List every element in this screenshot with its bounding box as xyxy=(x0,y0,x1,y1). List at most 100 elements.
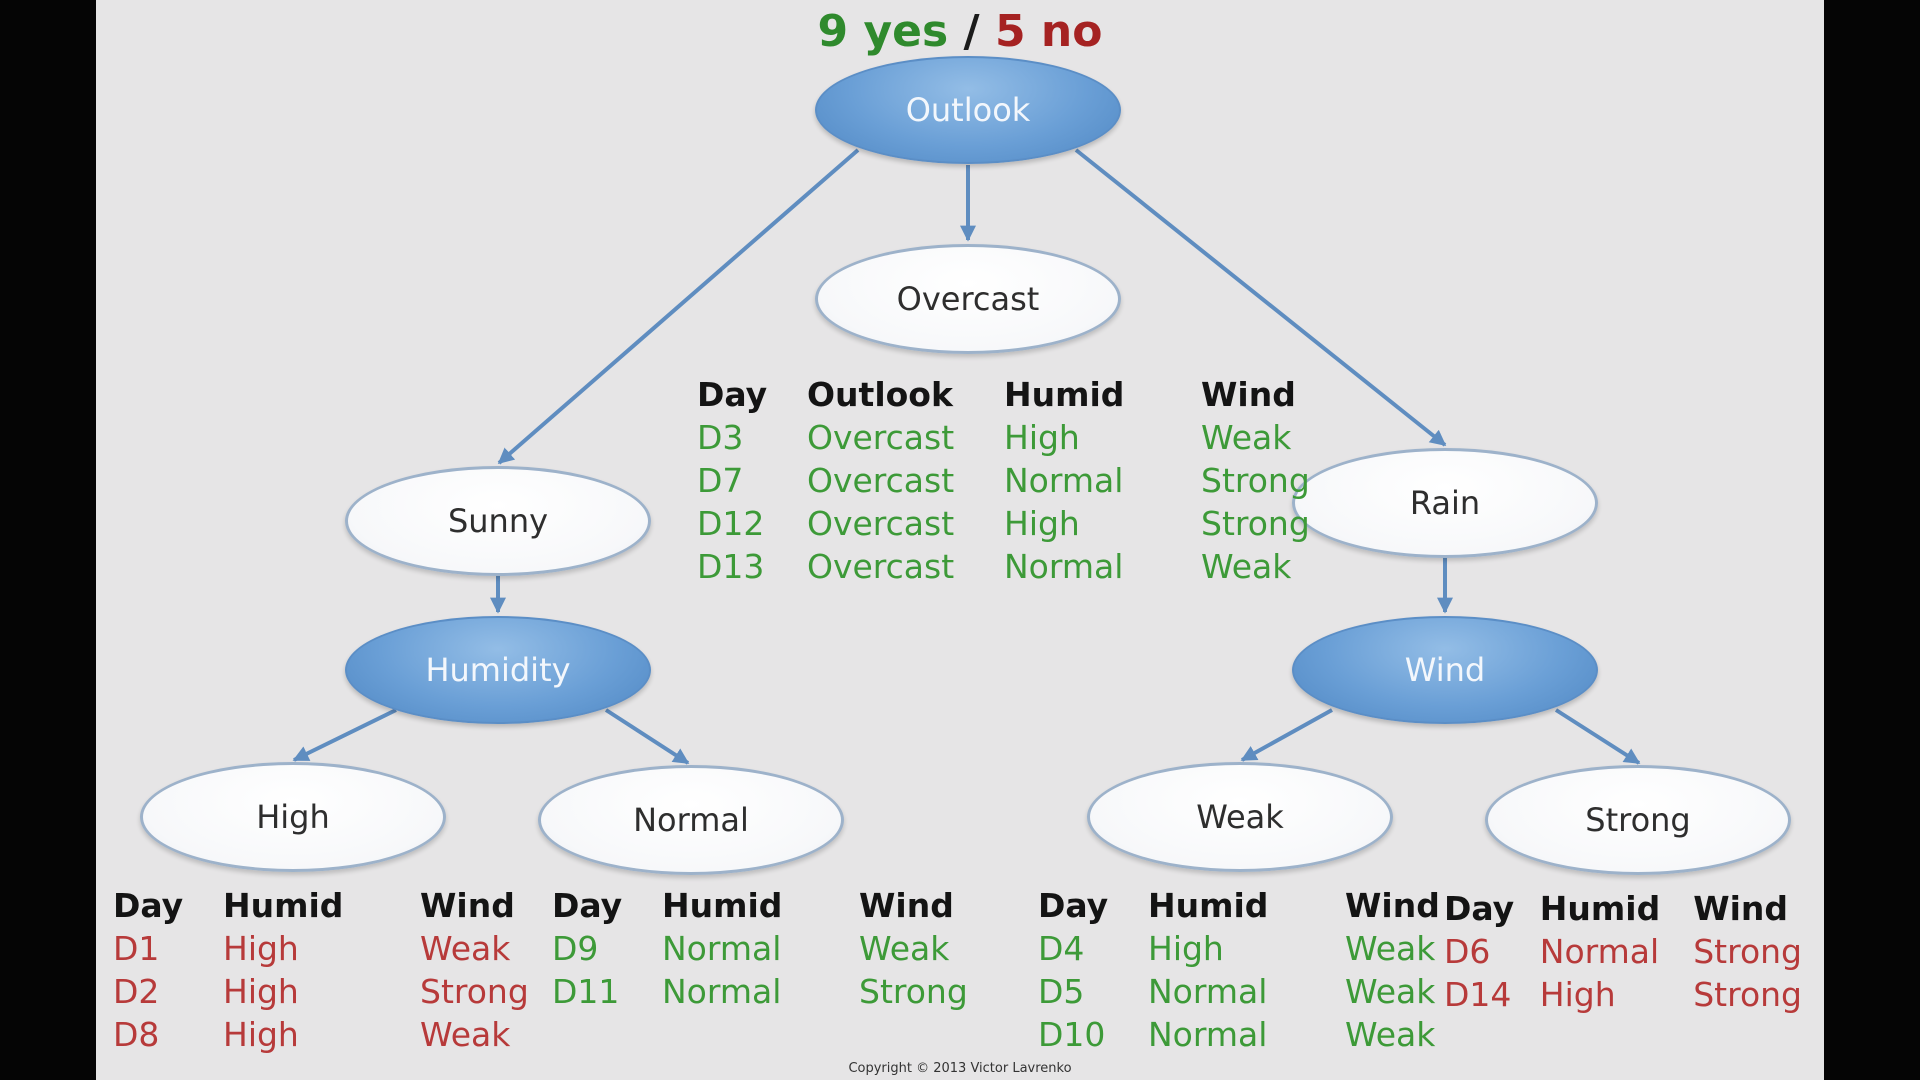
table-header-row: Day Humid Wind xyxy=(552,884,990,927)
table-cell: Strong xyxy=(1201,504,1310,543)
overcast-examples-table: Day Outlook Humid Wind D3 Overcast High Weak D7 O… xyxy=(697,373,1332,588)
table-cell: Weak xyxy=(420,929,511,968)
copyright-notice: Copyright © 2013 Victor Lavrenko xyxy=(848,1061,1072,1076)
table-cell: D14 xyxy=(1444,975,1512,1014)
table-row: D13 Overcast Normal Weak xyxy=(697,545,1332,588)
table-row: D5 Normal Weak xyxy=(1038,970,1462,1013)
node-humidity: Humidity xyxy=(345,616,651,724)
edge-humidity-high xyxy=(292,708,397,762)
table-cell: Weak xyxy=(1345,929,1436,968)
table-header-row: Day Humid Wind xyxy=(1444,887,1824,930)
node-wind: Wind xyxy=(1292,616,1598,724)
table-cell: Strong xyxy=(1693,975,1802,1014)
edge-wind-weak xyxy=(1240,708,1333,762)
table-cell: Normal xyxy=(1148,972,1268,1011)
table-cell: Normal xyxy=(662,929,782,968)
table-row: D11 Normal Strong xyxy=(552,970,990,1013)
column-header: Day xyxy=(113,886,184,925)
table-row: D12 Overcast High Strong xyxy=(697,502,1332,545)
column-header: Humid xyxy=(1148,886,1269,925)
node-humidity-label: Humidity xyxy=(425,651,571,689)
node-overcast-label: Overcast xyxy=(896,280,1040,318)
node-normal: Normal xyxy=(538,765,844,875)
table-cell: D5 xyxy=(1038,972,1085,1011)
table-cell: Strong xyxy=(859,972,968,1011)
node-rain-label: Rain xyxy=(1409,484,1481,522)
table-cell: D7 xyxy=(697,461,744,500)
table-cell: Normal xyxy=(1539,932,1660,971)
table-cell: D4 xyxy=(1038,929,1085,968)
table-cell: High xyxy=(223,972,299,1011)
edge-outlook-rain xyxy=(1074,148,1447,447)
table-cell: Normal xyxy=(662,972,782,1011)
table-row: D6 Normal Strong xyxy=(1444,930,1824,973)
class-count-title: 9 yes / 5 no xyxy=(96,6,1824,57)
table-cell: D2 xyxy=(113,972,160,1011)
table-cell: High xyxy=(223,1015,299,1054)
table-row: D9 Normal Weak xyxy=(552,927,990,970)
column-header: Wind xyxy=(859,886,954,925)
node-sunny: Sunny xyxy=(345,466,651,576)
column-header: Wind xyxy=(1201,375,1296,414)
table-cell: Normal xyxy=(1148,1015,1268,1054)
column-header: Humid xyxy=(1004,375,1125,414)
table-cell: D10 xyxy=(1038,1015,1106,1054)
tree-edges xyxy=(292,148,1641,765)
slide: 9 yes / 5 no Outlook Overcast Sunny Rain… xyxy=(96,0,1824,1080)
title-separator: / xyxy=(963,6,980,57)
table-cell: Strong xyxy=(1201,461,1310,500)
column-header: Humid xyxy=(223,886,344,925)
node-strong: Strong xyxy=(1485,765,1791,875)
table-row: D3 Overcast High Weak xyxy=(697,416,1332,459)
table-cell: Overcast xyxy=(807,418,955,457)
table-row: D14 High Strong xyxy=(1444,973,1824,1016)
edge-wind-strong xyxy=(1554,708,1641,765)
table-cell: Weak xyxy=(1201,547,1292,586)
table-cell: D9 xyxy=(552,929,599,968)
table-cell: D12 xyxy=(697,504,765,543)
column-header: Humid xyxy=(1539,889,1661,928)
table-row: D1 High Weak xyxy=(113,927,551,970)
column-header: Wind xyxy=(1345,886,1440,925)
table-cell: D3 xyxy=(697,418,744,457)
table-cell: Weak xyxy=(420,1015,511,1054)
edge-humidity-normal xyxy=(604,708,690,765)
table-cell: Strong xyxy=(420,972,529,1011)
table-cell: High xyxy=(223,929,299,968)
table-cell: Weak xyxy=(859,929,950,968)
column-header: Day xyxy=(697,375,768,414)
column-header: Day xyxy=(1038,886,1109,925)
column-header: Outlook xyxy=(807,375,953,414)
node-high-label: High xyxy=(256,798,330,836)
table-cell: Weak xyxy=(1345,1015,1436,1054)
table-row: D7 Overcast Normal Strong xyxy=(697,459,1332,502)
edge-outlook-sunny xyxy=(497,148,860,465)
high-humidity-examples-table: Day Humid Wind D1 High Weak D2 High Strong D8 High… xyxy=(113,884,551,1056)
node-overcast: Overcast xyxy=(815,244,1121,354)
column-header: Day xyxy=(552,886,623,925)
node-outlook: Outlook xyxy=(815,56,1121,164)
table-cell: Normal xyxy=(1004,461,1124,500)
node-strong-label: Strong xyxy=(1585,801,1691,839)
strong-wind-examples-table: Day Humid Wind D6 Normal Strong D14 High Strong xyxy=(1444,887,1824,1016)
table-cell: High xyxy=(1539,975,1616,1014)
table-cell: D8 xyxy=(113,1015,160,1054)
table-header-row: Day Humid Wind xyxy=(113,884,551,927)
table-header-row: Day Humid Wind xyxy=(1038,884,1462,927)
node-rain: Rain xyxy=(1292,448,1598,558)
table-cell: Overcast xyxy=(807,504,955,543)
table-cell: Weak xyxy=(1345,972,1436,1011)
weak-wind-examples-table: Day Humid Wind D4 High Weak D5 Normal Weak D10 Nor… xyxy=(1038,884,1462,1056)
column-header: Humid xyxy=(662,886,783,925)
node-sunny-label: Sunny xyxy=(447,502,549,540)
table-cell: High xyxy=(1004,418,1080,457)
table-cell: High xyxy=(1148,929,1224,968)
node-weak-label: Weak xyxy=(1196,798,1284,836)
table-cell: D13 xyxy=(697,547,765,586)
table-header-row: Day Outlook Humid Wind xyxy=(697,373,1332,416)
node-wind-label: Wind xyxy=(1404,651,1486,689)
yes-count: 9 yes xyxy=(817,6,949,57)
table-cell: Normal xyxy=(1004,547,1124,586)
table-cell: Strong xyxy=(1693,932,1802,971)
table-cell: High xyxy=(1004,504,1080,543)
